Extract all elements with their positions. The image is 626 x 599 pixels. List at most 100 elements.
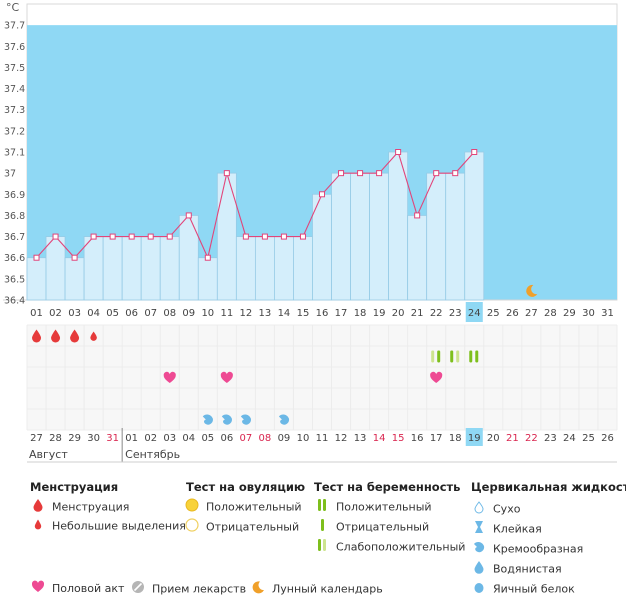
y-tick-36.5: 36.5 xyxy=(4,274,25,285)
cycle-day-16: 16 xyxy=(316,308,329,319)
date-label-29: 29 xyxy=(68,433,81,444)
temperature-point-18 xyxy=(357,170,364,177)
moon-icon xyxy=(250,580,266,599)
temperature-bar-18 xyxy=(350,172,370,301)
cycle-day-13: 13 xyxy=(259,308,272,319)
date-label-05: 05 xyxy=(201,433,214,444)
date-label-20: 20 xyxy=(487,433,500,444)
y-tick-36.6: 36.6 xyxy=(4,253,25,264)
date-label-19: 19 xyxy=(468,433,481,444)
date-label-09: 09 xyxy=(278,433,291,444)
temperature-point-17 xyxy=(338,170,345,177)
date-label-18: 18 xyxy=(449,433,462,444)
pregnancy-test-bar-positive xyxy=(469,350,473,363)
cycle-day-12: 12 xyxy=(240,308,253,319)
cycle-day-28: 28 xyxy=(544,308,557,319)
date-label-24: 24 xyxy=(563,433,576,444)
y-tick-36.8: 36.8 xyxy=(4,211,25,222)
pregnancy-test-bar-positive xyxy=(475,350,479,363)
date-label-26: 26 xyxy=(601,433,614,444)
temperature-bar-22 xyxy=(426,172,447,301)
cervical-fluid-creamy xyxy=(221,414,232,425)
legend-item-sticky: Клейкая xyxy=(471,520,542,536)
temperature-bar-06 xyxy=(121,236,142,301)
date-axis: 27 28 29 30 31 01 02 03 04 05 06 07 08 09 10 11 12 13 14 15… xyxy=(27,428,617,463)
temperature-point-07 xyxy=(147,233,154,240)
legend-item-dry: Сухо xyxy=(471,500,520,516)
temperature-bar-10 xyxy=(197,257,218,301)
date-label-15: 15 xyxy=(392,433,405,444)
temperature-point-14 xyxy=(280,233,287,240)
menstruation-drop-full xyxy=(70,329,80,343)
cycle-day-03: 03 xyxy=(68,308,81,319)
y-tick-37: 37 xyxy=(4,169,16,180)
date-label-01: 01 xyxy=(125,433,138,444)
y-tick-37.7: 37.7 xyxy=(4,21,25,32)
temperature-bar-21 xyxy=(407,215,428,301)
temperature-series-line xyxy=(36,150,475,260)
y-tick-36.9: 36.9 xyxy=(4,190,25,201)
y-tick-37.2: 37.2 xyxy=(4,126,25,137)
legend-item-pregnancy-weak: Слабоположительный xyxy=(314,538,465,554)
temperature-point-03 xyxy=(71,254,78,261)
temperature-point-01 xyxy=(33,254,40,261)
bars-positive-icon xyxy=(314,498,330,517)
cycle-day-04: 04 xyxy=(87,308,100,319)
temperature-bar-05 xyxy=(102,236,123,301)
drop-eggwhite-icon xyxy=(471,580,487,599)
cycle-day-axis: 01 02 03 04 05 06 07 08 09 10 11 12 13 14 15 16 17 18 19 20… xyxy=(30,302,614,322)
cycle-day-09: 09 xyxy=(182,308,195,319)
bar-negative-icon xyxy=(314,518,330,537)
temperature-point-15 xyxy=(299,233,306,240)
legend: Менструация Менструация Небольшие выделе… xyxy=(0,470,626,596)
legend-item-light-bleeding: Небольшие выделения xyxy=(30,518,186,534)
temperature-point-05 xyxy=(109,233,116,240)
temperature-bar-19 xyxy=(369,172,390,301)
cycle-day-30: 30 xyxy=(582,308,595,319)
legend-item-medication: Прием лекарств xyxy=(130,580,246,596)
temperature-point-10 xyxy=(204,254,211,261)
cycle-day-25: 25 xyxy=(487,308,500,319)
intercourse-heart xyxy=(220,371,233,383)
current-day-highlight xyxy=(465,302,483,322)
date-label-17: 17 xyxy=(430,433,443,444)
temperature-bar-07 xyxy=(140,236,161,301)
current-date-highlight xyxy=(465,428,483,446)
temperature-point-13 xyxy=(261,233,268,240)
symptom-rows xyxy=(26,284,618,431)
legend-item-pregnancy-negative: Отрицательный xyxy=(314,518,429,534)
legend-ovulation-title: Тест на овуляцию xyxy=(186,480,306,494)
temperature-point-12 xyxy=(242,233,249,240)
y-tick-36.4: 36.4 xyxy=(4,296,25,307)
legend-menstruation-title: Менструация xyxy=(30,480,119,494)
date-label-21: 21 xyxy=(506,433,519,444)
temperature-point-23 xyxy=(452,170,459,177)
date-label-23: 23 xyxy=(544,433,557,444)
temperature-line xyxy=(33,149,478,261)
cycle-day-21: 21 xyxy=(411,308,424,319)
date-label-11: 11 xyxy=(316,433,329,444)
cycle-day-05: 05 xyxy=(106,308,119,319)
date-label-16: 16 xyxy=(411,433,424,444)
temperature-point-06 xyxy=(128,233,135,240)
temperature-point-19 xyxy=(376,170,383,177)
date-label-03: 03 xyxy=(163,433,176,444)
legend-item-ovulation-positive: Положительный xyxy=(184,498,302,514)
pregnancy-test-bar-weak xyxy=(431,350,435,363)
date-label-12: 12 xyxy=(335,433,348,444)
y-tick-37.6: 37.6 xyxy=(4,42,25,53)
bars-weak-icon xyxy=(314,538,330,557)
temperature-point-04 xyxy=(90,233,97,240)
date-label-14: 14 xyxy=(373,433,386,444)
month-label: Сентябрь xyxy=(125,448,180,461)
menstruation-drop-full xyxy=(32,329,42,343)
y-tick-37.5: 37.5 xyxy=(4,63,25,74)
cycle-day-22: 22 xyxy=(430,308,443,319)
date-label-04: 04 xyxy=(182,433,195,444)
cycle-day-26: 26 xyxy=(506,308,519,319)
cycle-day-07: 07 xyxy=(144,308,157,319)
cycle-day-29: 29 xyxy=(563,308,576,319)
month-label: Август xyxy=(29,448,68,461)
date-label-25: 25 xyxy=(582,433,595,444)
temperature-bar-09 xyxy=(178,215,199,301)
